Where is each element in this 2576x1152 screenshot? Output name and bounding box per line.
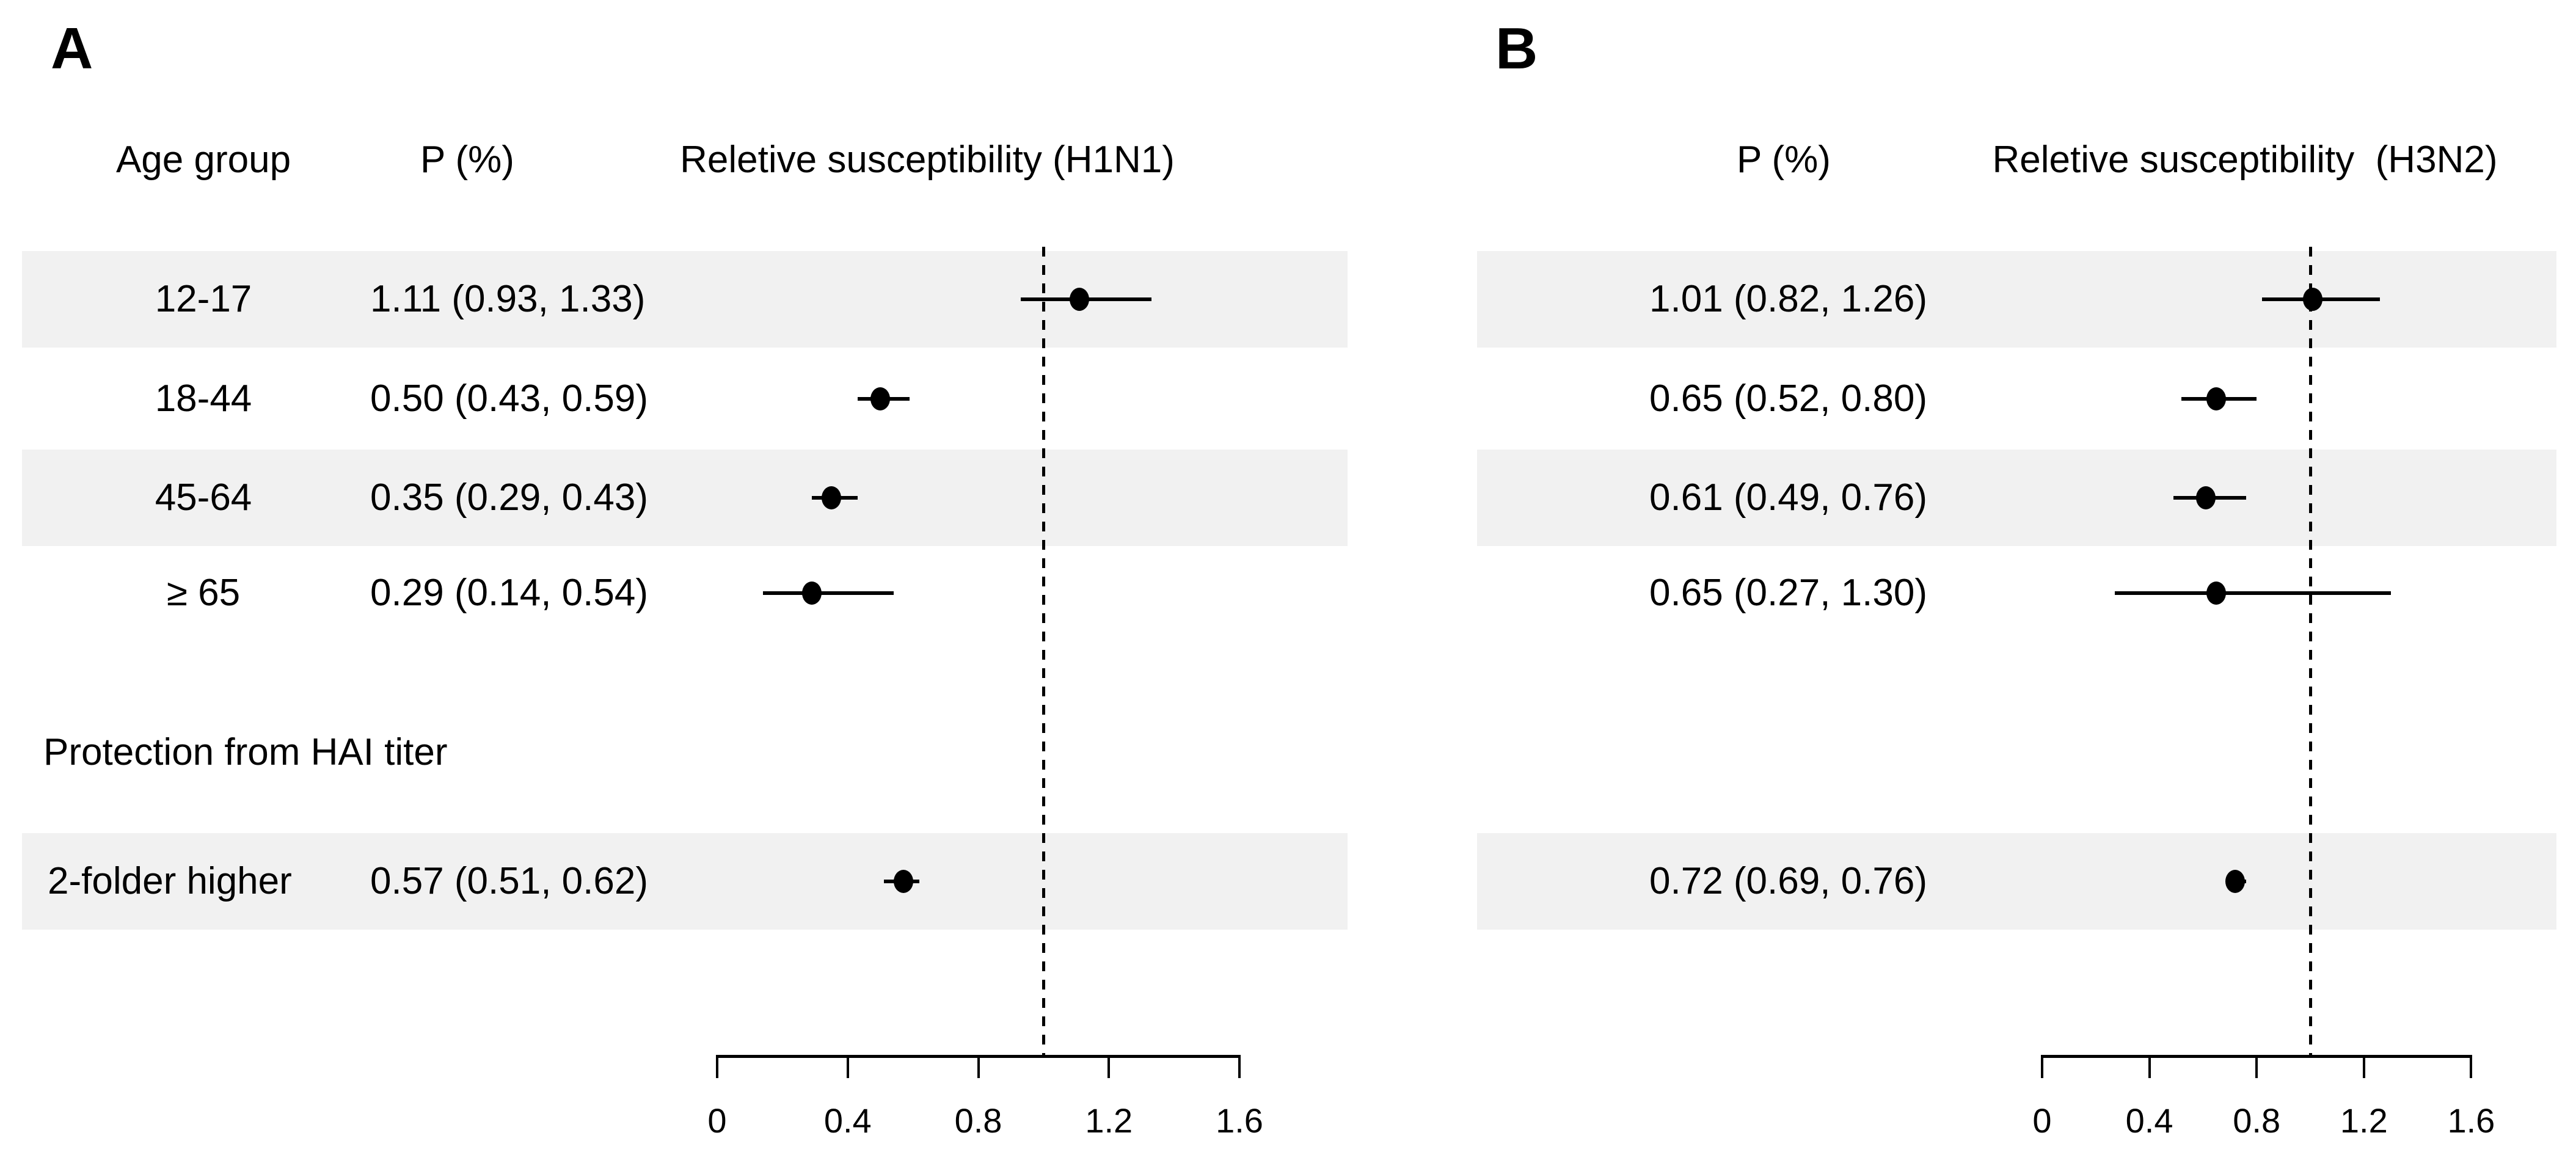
x-axis-tick-label: 0.4 [823, 1101, 872, 1140]
panel-a-label: A [51, 16, 93, 81]
row-stripe [22, 450, 1348, 546]
row-estimate-label: 0.72 (0.69, 0.76) [1649, 860, 1927, 902]
point-marker [2303, 288, 2323, 311]
point-marker [2195, 486, 2216, 509]
x-axis-tick-label: 0.4 [2125, 1101, 2173, 1140]
row-group-label: ≥ 65 [166, 572, 241, 614]
row-group-label: 45-64 [155, 476, 252, 519]
row-estimate-label: 1.01 (0.82, 1.26) [1649, 278, 1927, 320]
row-group-label: 12-17 [155, 278, 252, 320]
ci-line [2114, 591, 2391, 595]
column-header-relative-susceptibility-h3n2: Reletive susceptibility (H3N2) [1992, 139, 2498, 181]
x-axis-tick-label: 0 [707, 1101, 727, 1140]
point-marker [1070, 288, 1090, 311]
column-header-age-group: Age group [115, 139, 291, 181]
row-estimate-label: 0.50 (0.43, 0.59) [370, 377, 648, 420]
reference-line [2308, 247, 2312, 1055]
x-axis-tick-label: 1.6 [1216, 1101, 1263, 1140]
point-marker [870, 387, 891, 410]
x-axis-tick [977, 1055, 980, 1078]
x-axis-tick [2148, 1055, 2151, 1078]
x-axis-tick [2255, 1055, 2258, 1078]
row-group-label: 18-44 [155, 377, 252, 420]
row-group-label: 2-folder higher [48, 860, 292, 902]
x-axis-tick [2041, 1055, 2043, 1078]
row-stripe [1477, 450, 2556, 546]
x-axis-tick-label: 0.8 [2233, 1101, 2281, 1140]
reference-line [1042, 247, 1045, 1055]
x-axis-tick-label: 1.2 [1085, 1101, 1133, 1140]
row-stripe [1477, 833, 2556, 930]
row-estimate-label: 0.29 (0.14, 0.54) [370, 572, 648, 614]
point-marker [801, 581, 822, 605]
row-estimate-label: 0.65 (0.52, 0.80) [1649, 377, 1927, 420]
row-estimate-label: 1.11 (0.93, 1.33) [370, 278, 646, 320]
x-axis-tick [2362, 1055, 2365, 1078]
x-axis-tick [846, 1055, 849, 1078]
row-estimate-label: 0.35 (0.29, 0.43) [370, 476, 648, 519]
x-axis-tick [2470, 1055, 2473, 1078]
x-axis-tick [1107, 1055, 1111, 1078]
row-estimate-label: 0.65 (0.27, 1.30) [1649, 572, 1927, 614]
x-axis-tick-label: 1.2 [2340, 1101, 2388, 1140]
point-marker [893, 870, 913, 893]
row-estimate-label: 0.57 (0.51, 0.62) [370, 860, 648, 902]
x-axis-tick [1238, 1055, 1241, 1078]
row-estimate-label: 0.61 (0.49, 0.76) [1649, 476, 1927, 519]
ci-line [762, 591, 894, 595]
point-marker [2206, 581, 2227, 605]
point-marker [2206, 387, 2227, 410]
x-axis-tick-label: 0.8 [954, 1101, 1002, 1140]
point-marker [822, 486, 842, 509]
x-axis-tick-label: 1.6 [2447, 1101, 2495, 1140]
section-label-protection-from-hai-titer: Protection from HAI titer [43, 731, 448, 773]
row-stripe [22, 833, 1348, 930]
column-header-p-percent-b: P (%) [1737, 139, 1831, 181]
column-header-p-percent-a: P (%) [420, 139, 514, 181]
x-axis-tick-label: 0 [2032, 1101, 2052, 1140]
x-axis-tick [716, 1055, 718, 1078]
panel-b-label: B [1495, 16, 1538, 81]
point-marker [2225, 870, 2246, 893]
column-header-relative-susceptibility-h1n1: Reletive susceptibility (H1N1) [680, 139, 1175, 181]
